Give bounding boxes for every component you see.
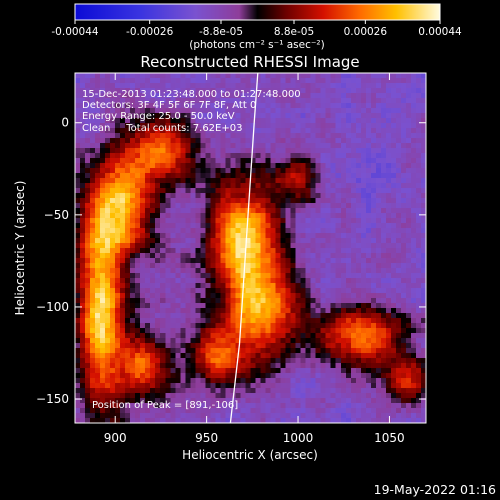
x-axis-ticks: 900 950 1000 1050 bbox=[104, 73, 405, 445]
x-tick-label: 1050 bbox=[374, 431, 405, 445]
annotation-time: 15-Dec-2013 01:23:48.000 to 01:27:48.000 bbox=[82, 89, 301, 100]
x-tick-label: 900 bbox=[104, 431, 127, 445]
y-tick-label: −150 bbox=[36, 392, 69, 406]
y-axis-ticks: 0 −50 −100 −150 bbox=[36, 116, 426, 406]
footer-timestamp: 19-May-2022 01:16 bbox=[374, 482, 496, 497]
heatmap-image bbox=[75, 73, 426, 423]
colorbar-tick-label: 8.8e-05 bbox=[274, 26, 314, 38]
x-tick-label: 1000 bbox=[283, 431, 314, 445]
colorbar-tick-label: 0.00044 bbox=[418, 26, 462, 38]
y-tick-label: 0 bbox=[61, 116, 69, 130]
colorbar-tick-label: 0.00026 bbox=[344, 26, 388, 38]
colorbar-tick-label: -0.00044 bbox=[51, 26, 99, 38]
y-tick-label: −100 bbox=[36, 300, 69, 314]
x-tick-label: 950 bbox=[195, 431, 218, 445]
y-tick-label: −50 bbox=[44, 208, 69, 222]
y-axis-label: Heliocentric Y (arcsec) bbox=[13, 181, 27, 316]
chart-title: Reconstructed RHESSI Image bbox=[140, 53, 359, 71]
annotations: 15-Dec-2013 01:23:48.000 to 01:27:48.000… bbox=[82, 89, 301, 134]
colorbar-tick-label: -0.00026 bbox=[126, 26, 174, 38]
colorbar-ticks: -0.00044 -0.00026 -8.8e-05 8.8e-05 0.00026 0.… bbox=[51, 20, 462, 38]
annotation-detectors: Detectors: 3F 4F 5F 6F 7F 8F, Att 0 bbox=[82, 100, 256, 111]
colorbar-tick-label: -8.8e-05 bbox=[199, 26, 243, 38]
annotation-counts: Clean Total counts: 7.62E+03 bbox=[82, 123, 242, 134]
solar-limb-line bbox=[229, 73, 259, 423]
x-axis-label: Heliocentric X (arcsec) bbox=[182, 448, 318, 462]
annotation-energy: Energy Range: 25.0 - 50.0 keV bbox=[82, 111, 235, 122]
peak-position-label: Position of Peak = [891,-106] bbox=[92, 400, 238, 411]
colorbar-unit-label: (photons cm⁻² s⁻¹ asec⁻²) bbox=[189, 39, 324, 51]
plot-frame bbox=[74, 72, 427, 424]
colorbar bbox=[74, 3, 441, 21]
